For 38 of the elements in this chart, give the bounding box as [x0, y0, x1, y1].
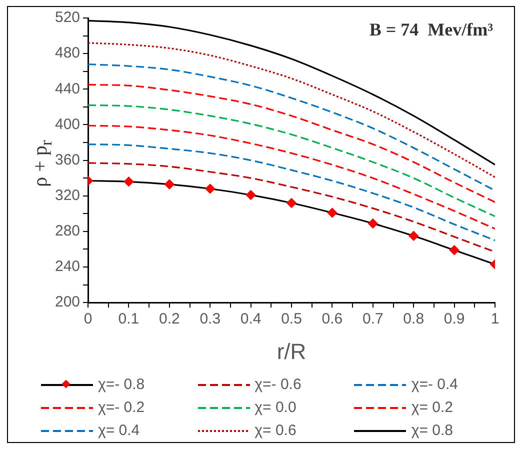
x-tick-label: 0.7	[362, 310, 384, 328]
line-series	[88, 42, 495, 178]
y-tick-label: 520	[54, 9, 80, 26]
x-tick-label: 0.2	[158, 310, 180, 328]
legend-label: χ=- 0.6	[254, 376, 302, 393]
legend-label: χ= 0.8	[411, 422, 453, 439]
x-tick-label: 0.4	[240, 310, 262, 328]
line-series	[88, 104, 495, 218]
y-tick-label: 200	[54, 294, 80, 311]
x-tick-label: 0.1	[118, 310, 140, 328]
legend-label: χ= 0.0	[254, 399, 296, 416]
legend-label: χ=- 0.4	[411, 376, 458, 393]
y-tick-label: 280	[54, 222, 80, 240]
x-tick-label: 1	[490, 310, 500, 328]
y-tick-label: 320	[54, 187, 80, 204]
annotation: B = 74 Mev/fm³	[369, 20, 494, 40]
legend-label: χ= 0.2	[411, 399, 453, 416]
legend-label: χ= 0.6	[254, 422, 296, 439]
y-tick-label: 400	[54, 116, 80, 133]
y-tick-label: 240	[54, 258, 80, 276]
legend-label: χ=- 0.2	[98, 399, 145, 416]
y-tick-label: 440	[54, 80, 80, 98]
y-tick-label: 360	[54, 151, 80, 168]
line-series	[88, 162, 495, 253]
y-tick-label: 480	[54, 44, 80, 62]
x-tick-label: 0.6	[322, 310, 343, 328]
x-tick-label: 0.9	[444, 310, 465, 328]
legend-label: χ= 0.4	[98, 422, 140, 439]
line-series	[88, 63, 495, 192]
line-series	[88, 124, 495, 230]
x-axis-title: r/R	[276, 338, 306, 364]
line-series	[88, 143, 495, 242]
line-series	[88, 84, 495, 203]
x-tick-label: 0.5	[281, 310, 302, 328]
x-tick-label: 0	[84, 310, 92, 328]
x-tick-label: 0.8	[403, 310, 424, 328]
legend-label: χ=- 0.8	[98, 376, 145, 393]
x-tick-label: 0.3	[200, 310, 221, 328]
